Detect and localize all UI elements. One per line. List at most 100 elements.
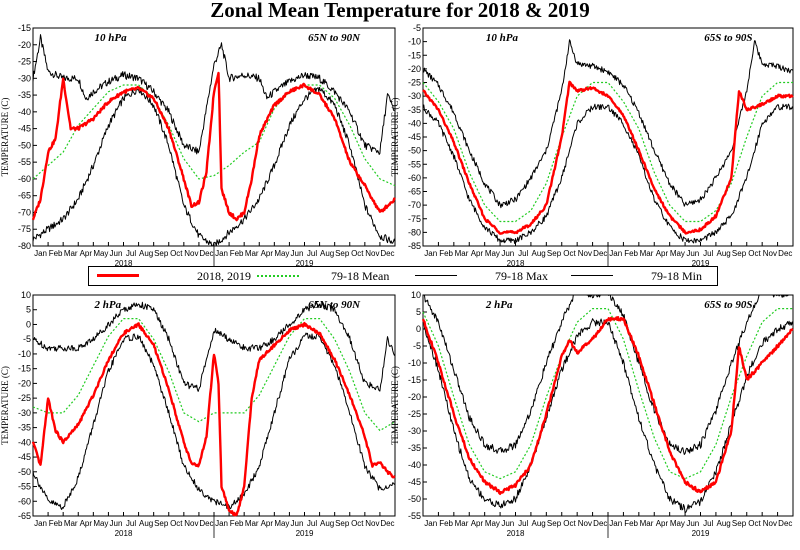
x-tick-label-p1-23: Dec <box>380 249 394 258</box>
x-tick-label-p1-6: Jul <box>126 249 136 258</box>
y-tick-label-p2-9: -40 <box>408 118 421 128</box>
x-tick-label-p3-10: Nov <box>184 519 198 528</box>
x-tick-label-p3-15: Apr <box>261 519 274 528</box>
series-79-18-mean-p1 <box>32 84 396 187</box>
x-tick-label-p2-14: Mar <box>640 249 654 258</box>
y-tick-label-p2-8: -45 <box>408 132 421 142</box>
x-tick-label-p4-15: Apr <box>656 519 669 528</box>
x-tick-label-p2-13: Feb <box>624 249 638 258</box>
y-tick-label-p3-10: -15 <box>18 364 31 374</box>
x-tick-label-p1-7: Aug <box>139 249 153 258</box>
series-2018-2019-p1 <box>31 71 396 222</box>
x-tick-label-p1-15: Apr <box>261 249 274 258</box>
series-79-18-max-p4 <box>423 294 793 455</box>
legend-swatch-3 <box>571 275 613 276</box>
y-tick-label-p1-0: -80 <box>18 241 31 251</box>
x-tick-label-p1-0: Jan <box>34 249 47 258</box>
series-79-18-max-p1 <box>32 34 396 155</box>
x-tick-label-p1-5: Jun <box>110 249 123 258</box>
y-tick-label-p1-2: -70 <box>18 207 31 217</box>
plot-frame-p2 <box>422 27 794 247</box>
x-tick-label-p2-6: Jul <box>518 249 528 258</box>
year-label-p3-0: 2018 <box>115 529 133 538</box>
x-tick-label-p2-0: Jan <box>424 249 437 258</box>
x-tick-label-p1-19: Aug <box>320 249 334 258</box>
y-tick-label-p4-5: -30 <box>408 426 421 436</box>
x-tick-label-p2-15: Apr <box>656 249 669 258</box>
x-tick-label-p4-12: Jan <box>609 519 622 528</box>
x-tick-label-p4-16: May <box>670 519 685 528</box>
year-label-p2-0: 2018 <box>507 259 525 268</box>
x-tick-label-p3-23: Dec <box>380 519 394 528</box>
y-tick-label-p2-1: -80 <box>408 227 421 237</box>
legend-swatch-1 <box>257 275 299 277</box>
y-tick-label-p2-12: -25 <box>408 78 421 88</box>
x-tick-label-p2-3: Apr <box>471 249 484 258</box>
x-tick-label-p2-16: May <box>670 249 685 258</box>
x-tick-label-p4-3: Apr <box>471 519 484 528</box>
x-tick-label-p1-8: Sep <box>154 249 169 258</box>
year-label-p4-0: 2018 <box>507 529 525 538</box>
x-tick-label-p1-11: Dec <box>199 249 213 258</box>
y-tick-label-p4-1: -50 <box>408 494 421 504</box>
x-tick-label-p4-13: Feb <box>624 519 638 528</box>
y-tick-label-p3-13: 0 <box>26 319 31 329</box>
legend-item-1: 79-18 Mean <box>249 267 406 285</box>
x-tick-label-p1-4: May <box>93 249 108 258</box>
x-tick-label-p4-9: Oct <box>563 519 576 528</box>
series-2018-2019-p4 <box>421 316 794 495</box>
legend-item-0: 2018, 2019 <box>89 267 251 285</box>
y-axis-label-p2: TEMPERATURE (C) <box>390 98 400 177</box>
legend-label-0: 2018, 2019 <box>197 269 251 283</box>
x-tick-label-p2-8: Sep <box>547 249 562 258</box>
x-tick-label-p4-21: Oct <box>748 519 761 528</box>
y-tick-label-p4-9: -10 <box>408 358 421 368</box>
y-tick-label-p4-7: -20 <box>408 392 421 402</box>
y-tick-label-p2-5: -60 <box>408 173 421 183</box>
x-tick-label-p2-12: Jan <box>609 249 622 258</box>
x-tick-label-p1-12: Jan <box>215 249 228 258</box>
series-79-18-min-p2 <box>422 103 794 244</box>
legend: 2018, 2019 79-18 Mean 79-18 Max 79-18 Mi… <box>88 266 718 286</box>
x-tick-label-p4-5: Jun <box>501 519 514 528</box>
series-2018-2019-p3 <box>31 322 396 517</box>
y-tick-label-p1-6: -50 <box>18 140 31 150</box>
legend-swatch-2 <box>415 275 457 276</box>
x-tick-label-p2-17: Jun <box>686 249 699 258</box>
x-tick-label-p1-18: Jul <box>307 249 317 258</box>
y-tick-label-p2-6: -55 <box>408 159 421 169</box>
y-axis-label-p3: TEMPERATURE (C) <box>0 366 10 445</box>
y-tick-label-p3-7: -30 <box>18 408 31 418</box>
x-tick-label-p3-12: Jan <box>215 519 228 528</box>
y-tick-label-p2-10: -35 <box>408 105 421 115</box>
region-label-p1: 65N to 90N <box>308 32 361 44</box>
y-tick-label-p3-11: -10 <box>18 349 31 359</box>
x-tick-label-p3-8: Sep <box>154 519 169 528</box>
x-tick-label-p3-7: Aug <box>139 519 153 528</box>
y-tick-label-p3-9: -20 <box>18 378 31 388</box>
x-tick-label-p1-14: Mar <box>245 249 259 258</box>
legend-item-3: 79-18 Min <box>563 267 713 285</box>
x-tick-label-p2-1: Feb <box>439 249 453 258</box>
x-tick-label-p3-18: Jul <box>307 519 317 528</box>
x-tick-label-p2-10: Nov <box>578 249 592 258</box>
x-tick-label-p2-20: Sep <box>732 249 747 258</box>
year-label-p3-1: 2019 <box>296 529 314 538</box>
x-tick-label-p3-1: Feb <box>49 519 63 528</box>
year-label-p4-1: 2019 <box>692 529 710 538</box>
x-tick-label-p2-7: Aug <box>532 249 546 258</box>
level-label-p2: 10 hPa <box>486 32 519 44</box>
x-tick-label-p4-4: May <box>485 519 500 528</box>
legend-label-2: 79-18 Max <box>495 269 548 283</box>
y-tick-label-p1-1: -75 <box>18 224 31 234</box>
y-axis-label-p1: TEMPERATURE (C) <box>0 98 10 177</box>
x-tick-label-p1-3: Apr <box>80 249 93 258</box>
y-tick-label-p4-8: -15 <box>408 375 421 385</box>
x-tick-label-p2-4: May <box>485 249 500 258</box>
x-tick-label-p3-0: Jan <box>34 519 47 528</box>
x-tick-label-p2-2: Mar <box>455 249 469 258</box>
y-tick-label-p1-4: -60 <box>18 174 31 184</box>
y-tick-label-p4-13: 10 <box>411 290 421 300</box>
x-tick-label-p1-16: May <box>274 249 289 258</box>
